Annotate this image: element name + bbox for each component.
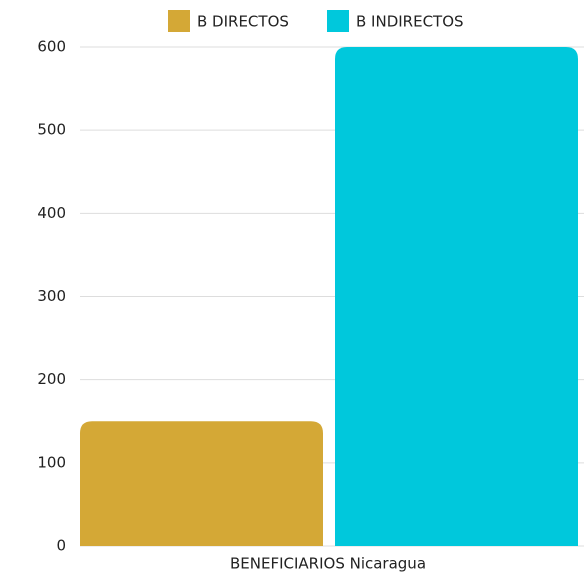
legend-label: B DIRECTOS xyxy=(197,13,289,31)
y-tick-label: 300 xyxy=(37,287,66,305)
y-tick-label: 100 xyxy=(37,453,66,471)
y-tick-label: 200 xyxy=(37,370,66,388)
bar xyxy=(335,47,578,546)
bar xyxy=(80,421,323,546)
x-tick-label: BENEFICIARIOS Nicaragua xyxy=(230,555,426,573)
legend-swatch xyxy=(168,10,190,32)
legend-swatch xyxy=(327,10,349,32)
y-tick-label: 400 xyxy=(37,204,66,222)
y-tick-label: 0 xyxy=(56,537,66,555)
y-tick-label: 500 xyxy=(37,121,66,139)
y-tick-label: 600 xyxy=(37,38,66,56)
legend-label: B INDIRECTOS xyxy=(356,13,464,31)
